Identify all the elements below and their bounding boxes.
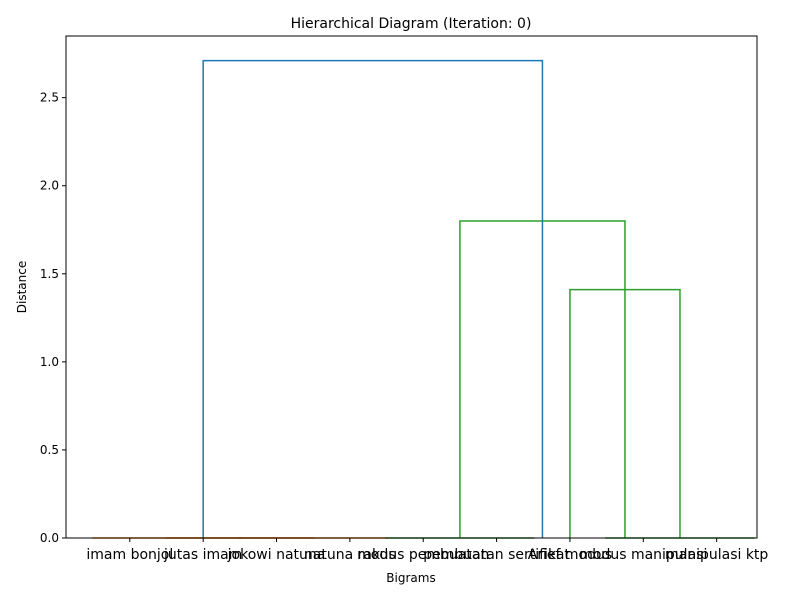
y-axis: 0.0 0.5 1.0 1.5 2.0 2.5 [40, 91, 66, 545]
x-axis-label: Bigrams [386, 571, 435, 585]
leaf-label: natuna rakus [304, 547, 396, 563]
y-tick-label: 0.5 [40, 443, 59, 457]
y-tick-label: 2.0 [40, 179, 59, 193]
chart-title: Hierarchical Diagram (Iteration: 0) [291, 16, 532, 32]
y-tick-label: 2.5 [40, 91, 59, 105]
leaf-label: Arief modus [528, 547, 612, 563]
dendrogram-link-7 [202, 59, 544, 538]
plot-frame [65, 35, 758, 539]
leaf-label: manipulasi ktp [665, 547, 768, 563]
leaf-label: imam bonjol [86, 547, 173, 563]
y-tick-label: 1.0 [40, 355, 59, 369]
plot-area [91, 59, 755, 539]
y-tick-label: 0.0 [40, 531, 59, 545]
leaf-label: jokowi natuna [227, 547, 326, 563]
leaf-label: modus manipulasi [579, 547, 707, 563]
leaf-label: jutas imam [163, 547, 242, 563]
leaf-label: pembuatan sertifikat [423, 547, 570, 563]
leaf-label: modus pembuatan [357, 547, 489, 563]
y-axis-label: Distance [15, 261, 29, 313]
y-tick-label: 1.5 [40, 267, 59, 281]
